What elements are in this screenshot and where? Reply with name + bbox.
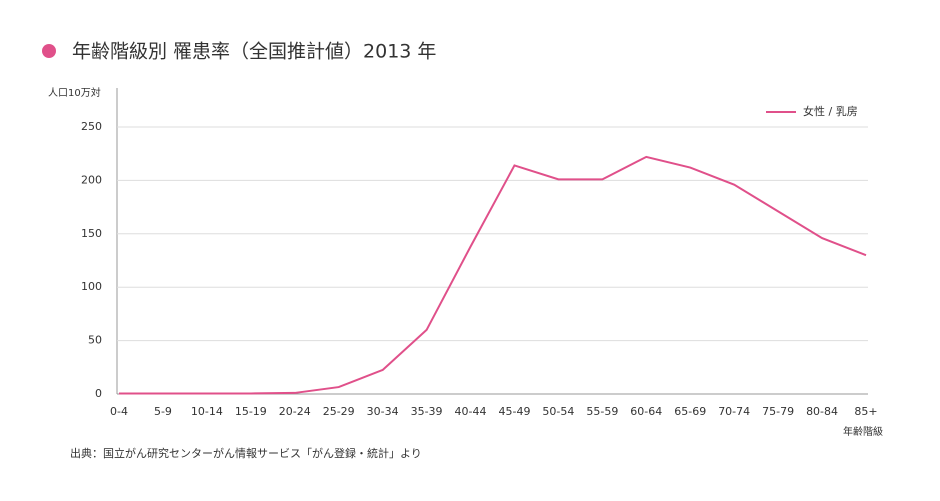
x-axis-label: 年齢階級 [843,425,883,438]
x-tick-label: 30-34 [367,405,399,418]
x-tick-label: 0-4 [110,405,128,418]
y-tick-label: 250 [81,120,102,133]
x-tick-label: 85+ [854,405,877,418]
x-tick-label: 60-64 [630,405,662,418]
x-tick-label: 55-59 [586,405,618,418]
x-tick-label: 75-79 [762,405,794,418]
y-tick-label: 50 [88,334,102,347]
x-tick-label: 80-84 [806,405,838,418]
y-axis-label: 人口10万対 [48,86,101,99]
x-tick-label: 40-44 [455,405,487,418]
x-tick-label: 25-29 [323,405,355,418]
y-tick-label: 100 [81,280,102,293]
x-tick-label: 35-39 [411,405,443,418]
x-tick-label: 65-69 [674,405,706,418]
x-tick-label: 20-24 [279,405,311,418]
y-tick-label: 150 [81,227,102,240]
legend-label: 女性 / 乳房 [803,104,858,118]
y-tick-label: 0 [95,387,102,400]
chart-title: 年齢階級別 罹患率（全国推計値）2013 年 [72,41,436,63]
x-tick-label: 10-14 [191,405,223,418]
x-tick-label: 45-49 [498,405,530,418]
x-tick-label: 15-19 [235,405,267,418]
y-tick-label: 200 [81,173,102,186]
data-line [119,155,867,395]
title-bullet [42,44,56,58]
x-tick-label: 50-54 [542,405,574,418]
source-note: 出典：国立がん研究センターがん情報サービス「がん登録・統計」より [70,446,422,460]
x-tick-label: 5-9 [154,405,172,418]
x-tick-label: 70-74 [718,405,750,418]
